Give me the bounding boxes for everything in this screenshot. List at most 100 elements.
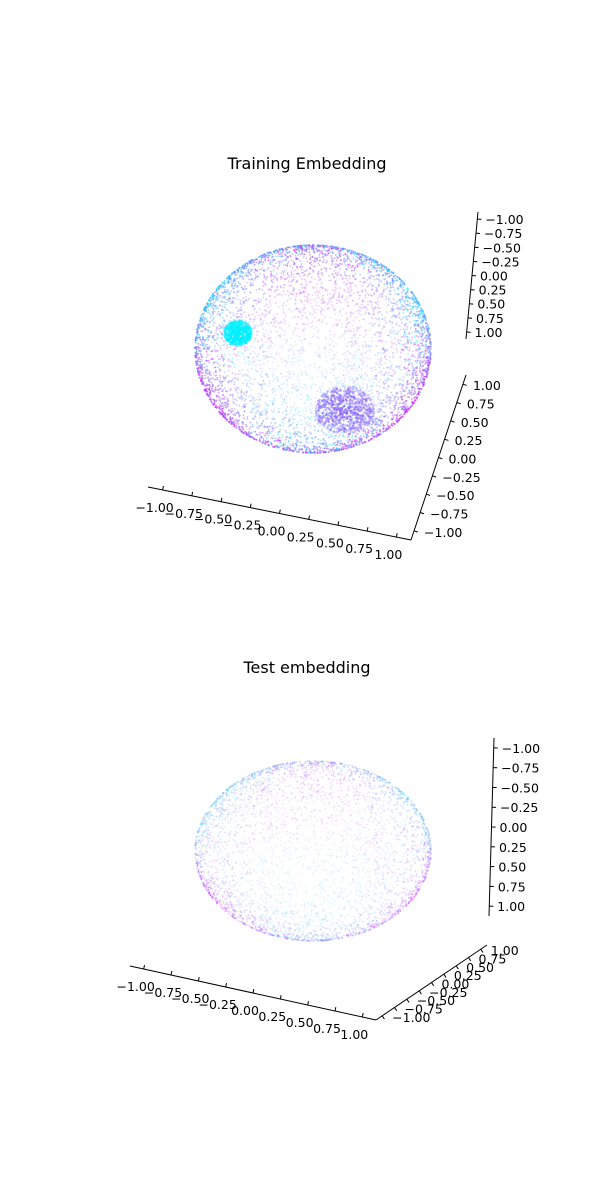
scatter-point	[292, 350, 295, 353]
scatter-point	[353, 381, 356, 384]
scatter-point	[358, 312, 360, 315]
scatter-point	[232, 413, 235, 416]
scatter-point	[223, 376, 225, 379]
scatter-point	[399, 284, 402, 286]
scatter-point	[353, 362, 356, 365]
scatter-point	[289, 372, 292, 375]
scatter-point	[418, 390, 421, 393]
scatter-point	[347, 364, 349, 367]
scatter-point	[320, 282, 323, 285]
scatter-point	[234, 278, 237, 281]
scatter-point	[371, 437, 374, 440]
scatter-point	[217, 388, 220, 391]
scatter-point	[364, 440, 366, 443]
scatter-point	[415, 308, 418, 310]
scatter-point	[348, 258, 351, 261]
scatter-point	[388, 292, 391, 295]
scatter-point	[392, 422, 395, 424]
scatter-point	[219, 315, 222, 318]
scatter-point	[256, 340, 259, 342]
scatter-point	[358, 366, 361, 369]
scatter-point	[411, 362, 413, 365]
scatter-point	[292, 260, 295, 263]
scatter-point	[394, 395, 397, 398]
scatter-point	[421, 344, 423, 347]
scatter-point	[375, 269, 378, 272]
scatter-point	[257, 392, 260, 395]
scatter-point	[262, 320, 265, 322]
scatter-point	[249, 400, 251, 403]
scatter-point	[326, 445, 329, 447]
scatter-point	[405, 367, 408, 370]
scatter-point	[378, 340, 381, 342]
scatter-point	[404, 358, 406, 361]
scatter-point	[319, 417, 321, 419]
scatter-point	[267, 254, 270, 256]
scatter-point	[306, 300, 309, 303]
scatter-point	[320, 404, 323, 406]
scatter-point	[396, 417, 398, 420]
scatter-point	[347, 288, 350, 291]
scatter-point	[385, 298, 388, 300]
scatter-point	[376, 318, 379, 321]
scatter-point	[392, 298, 395, 301]
scatter-point	[383, 278, 385, 281]
scatter-point	[312, 287, 314, 290]
scatter-point	[361, 256, 364, 259]
scatter-point	[301, 315, 304, 317]
scatter-point	[314, 258, 317, 260]
scatter-point	[294, 387, 297, 389]
scatter-point	[260, 367, 262, 370]
scatter-point	[272, 390, 275, 393]
scatter-point	[393, 302, 396, 305]
scatter-point	[256, 411, 259, 413]
scatter-point	[289, 265, 292, 267]
scatter-point	[283, 417, 286, 419]
scatter-point	[367, 432, 370, 434]
scatter-point	[247, 322, 249, 324]
scatter-point	[285, 304, 287, 307]
scatter-point	[375, 431, 378, 434]
scatter-point	[420, 339, 423, 341]
scatter-point	[298, 355, 301, 358]
scatter-point	[405, 292, 407, 295]
scatter-point	[202, 312, 205, 315]
scatter-point	[392, 399, 395, 402]
scatter-point	[419, 361, 421, 364]
scatter-point	[233, 380, 236, 383]
scatter-point	[336, 441, 339, 444]
scatter-point	[256, 426, 258, 429]
scatter-point	[261, 289, 264, 291]
scatter-point	[369, 313, 371, 316]
scatter-point	[318, 304, 320, 307]
scatter-point	[221, 394, 224, 397]
scatter-point	[376, 288, 379, 290]
scatter-point	[243, 267, 246, 270]
scatter-point	[297, 374, 300, 376]
scatter-point	[257, 300, 260, 302]
scatter-point	[379, 371, 382, 374]
scatter-point	[341, 295, 343, 298]
scatter-point	[295, 296, 297, 298]
scatter-point	[382, 427, 385, 430]
scatter-point	[361, 363, 364, 366]
scatter-point	[211, 341, 214, 343]
scatter-point	[362, 277, 364, 280]
scatter-point	[415, 335, 418, 337]
scatter-point	[223, 363, 226, 366]
scatter-point	[398, 383, 401, 385]
scatter-point	[244, 430, 246, 433]
scatter-point	[299, 386, 302, 389]
scatter-point	[331, 349, 334, 352]
scatter-point	[366, 387, 369, 389]
scatter-point	[309, 258, 312, 261]
scatter-point	[249, 270, 252, 273]
scatter-point	[353, 267, 356, 270]
scatter-point	[406, 409, 409, 412]
scatter-point	[273, 397, 276, 400]
scatter-point	[277, 379, 280, 382]
scatter-point	[211, 358, 214, 360]
scatter-point	[197, 342, 200, 345]
scatter-point	[407, 407, 410, 410]
scatter-point	[335, 319, 338, 321]
